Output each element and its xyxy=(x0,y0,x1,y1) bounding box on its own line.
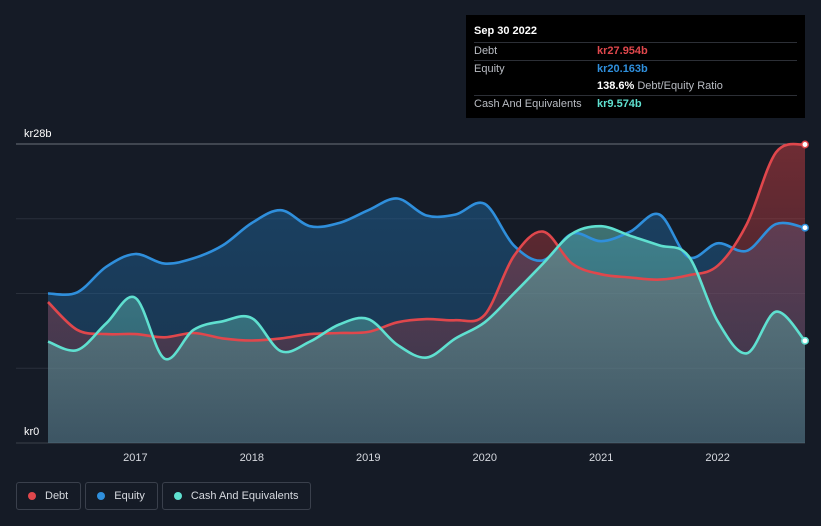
tooltip-equity-value: kr20.163b xyxy=(597,63,648,75)
cash-dot-icon xyxy=(173,492,182,500)
legend-label-equity: Equity xyxy=(114,490,145,502)
legend-item-equity[interactable]: Equity xyxy=(85,482,158,510)
line-equity xyxy=(47,197,806,296)
tooltip-cash-value: kr9.574b xyxy=(597,98,642,110)
tooltip-debt-value: kr27.954b xyxy=(597,45,648,57)
x-tick-label: 2018 xyxy=(240,452,264,464)
legend-label-cash: Cash And Equivalents xyxy=(190,490,299,502)
x-tick-label: 2020 xyxy=(472,452,496,464)
endpoint-debt xyxy=(801,140,809,149)
tooltip-cash-label: Cash And Equivalents xyxy=(474,98,582,110)
x-tick-label: 2021 xyxy=(589,452,613,464)
y-tick-label: kr28b xyxy=(24,128,52,140)
area-cash-and-equivalents xyxy=(48,226,805,443)
series-endpoints xyxy=(801,140,809,345)
endpoint-equity xyxy=(801,223,809,232)
tooltip-debt-label: Debt xyxy=(474,45,498,57)
tooltip-panel: Sep 30 2022 Debt kr27.954b Equity kr20.1… xyxy=(466,15,805,118)
x-tick-label: 2019 xyxy=(356,452,380,464)
y-tick-label: kr0 xyxy=(24,426,39,438)
tooltip-ratio-value: 138.6% xyxy=(597,80,635,92)
tooltip-row-debt: Debt kr27.954b xyxy=(474,42,797,60)
line-cash-and-equivalents xyxy=(47,224,806,361)
tooltip-date: Sep 30 2022 xyxy=(474,25,537,37)
endpoint-cash-and-equivalents xyxy=(801,336,809,345)
tooltip-row-cash: Cash And Equivalents kr9.574b xyxy=(474,95,797,113)
legend-label-debt: Debt xyxy=(45,490,69,502)
series-areas xyxy=(48,144,805,443)
x-tick-label: 2022 xyxy=(705,452,729,464)
tooltip-row-equity: Equity kr20.163b xyxy=(474,60,797,78)
tooltip-row-ratio: 138.6% Debt/Equity Ratio xyxy=(474,78,797,95)
equity-dot-icon xyxy=(97,492,106,500)
x-tick-label: 2017 xyxy=(123,452,147,464)
tooltip-equity-label: Equity xyxy=(474,63,505,75)
line-debt xyxy=(47,142,806,342)
x-axis-labels: 2017 2018 2019 2020 2021 2022 xyxy=(123,452,730,464)
legend-item-debt[interactable]: Debt xyxy=(16,482,82,510)
debt-dot-icon xyxy=(28,492,36,500)
legend-item-cash[interactable]: Cash And Equivalents xyxy=(161,482,312,510)
chart-legend: Debt Equity Cash And Equivalents xyxy=(16,482,315,510)
tooltip-ratio-label: Debt/Equity Ratio xyxy=(637,80,723,92)
y-axis-labels: kr28b kr0 xyxy=(24,128,52,438)
series-lines xyxy=(47,142,806,361)
